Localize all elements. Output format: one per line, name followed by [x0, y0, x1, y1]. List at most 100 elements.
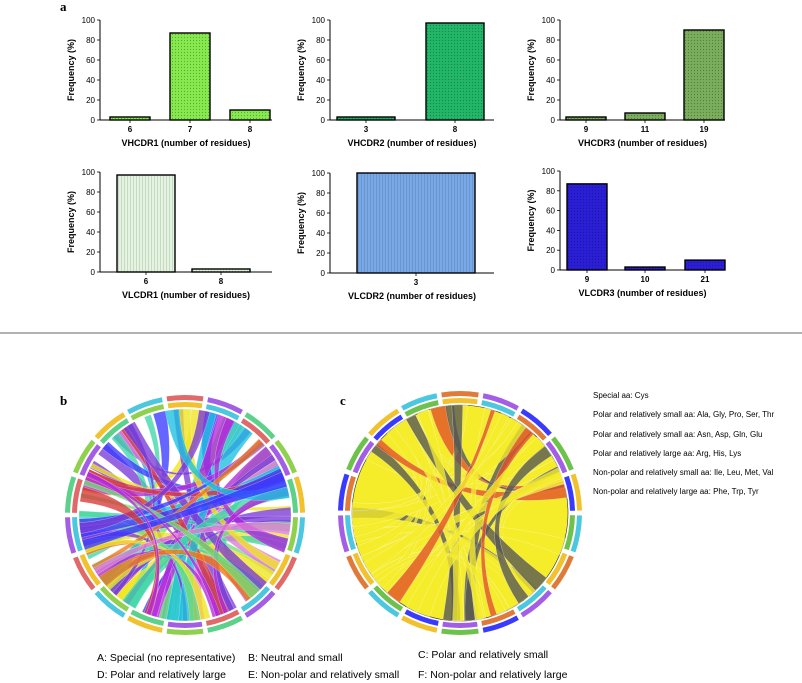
bar-texture [625, 267, 665, 270]
chord-ring-outer [441, 628, 479, 635]
y-tick-label: 80 [316, 189, 325, 198]
y-tick-label: 60 [546, 56, 555, 65]
bar-texture [170, 33, 210, 120]
chord-ring-outer [94, 412, 126, 440]
y-tick-label: 0 [551, 116, 556, 125]
chord-ring-inner [404, 400, 439, 417]
y-tick-label: 100 [312, 16, 326, 25]
y-tick-label: 20 [546, 96, 555, 105]
chart-vlcdr1: 0 20 40 60 80 100 6 8 VLCDR1 (number of residues… [66, 168, 272, 300]
chord-ring-inner [130, 609, 165, 626]
chord-ring-inner [167, 402, 203, 409]
x-tick-label: 3 [364, 125, 369, 134]
chord-ring-inner [269, 444, 291, 477]
chord-ring-inner [72, 478, 83, 513]
aa-legend-line: Polar and relatively small aa: Ala, Gly,… [593, 410, 774, 419]
chord-ring-outer [73, 556, 96, 591]
chord-ring-outer [207, 615, 243, 633]
chord-ribbon [85, 471, 160, 616]
y-tick-label: 0 [91, 268, 96, 277]
category-legend-line: A: Special (no representative) [97, 652, 235, 664]
chart-vhcdr2: 0 20 40 60 80 100 3 8 VHCDR2 (number of residues… [296, 16, 494, 148]
x-axis-title: VLCDR1 (number of residues) [122, 290, 250, 300]
y-axis-title: Frequency (%) [526, 39, 536, 101]
chord-ring-inner [287, 517, 298, 552]
chord-ring-outer [166, 628, 204, 635]
chord-ring-outer [244, 412, 276, 440]
chord-diagram-c [338, 390, 582, 635]
chord-ring-outer [127, 397, 163, 415]
chord-ring-outer [207, 397, 243, 415]
chord-ring-outer [482, 393, 519, 411]
chord-ring-outer [401, 615, 438, 633]
chord-ribbon [406, 436, 546, 613]
chord-ring-inner [99, 586, 130, 612]
chord-ribbon [81, 471, 288, 551]
chord-ribbon [394, 419, 485, 620]
chord-ring-outer [482, 615, 519, 633]
chord-ring-outer [570, 515, 582, 553]
y-tick-label: 80 [86, 36, 95, 45]
x-tick-label: 9 [584, 125, 589, 134]
bar-texture [192, 269, 250, 272]
chord-ring-inner [481, 400, 516, 417]
chord-ring-outer [551, 436, 574, 471]
bar-texture [685, 260, 725, 270]
y-tick-label: 80 [86, 188, 95, 197]
y-tick-label: 20 [316, 249, 325, 258]
chord-ring-inner [564, 475, 575, 511]
y-tick-label: 0 [91, 116, 96, 125]
chart-vhcdr3: 0 20 40 60 80 100 9 11 19 VHCDR3 (number of resid… [526, 16, 725, 148]
chord-ring-outer [551, 555, 574, 590]
chord-ring-outer [338, 515, 350, 553]
chord-ring-inner [545, 440, 568, 474]
x-tick-label: 6 [128, 125, 133, 134]
bar-texture [566, 117, 606, 120]
y-tick-label: 40 [86, 76, 95, 85]
y-axis-title: Frequency (%) [66, 191, 76, 253]
chord-ring-inner [79, 553, 101, 586]
bar-texture [357, 173, 475, 273]
x-axis-title: VHCDR1 (number of residues) [121, 138, 250, 148]
y-tick-label: 0 [321, 116, 326, 125]
chord-ring-outer [127, 615, 163, 633]
chord-ring-outer [65, 517, 77, 554]
bar-texture [684, 30, 724, 120]
y-axis-title: Frequency (%) [296, 192, 306, 254]
chord-ring-inner [205, 609, 240, 626]
chart-vlcdr3: 0 20 40 60 80 100 9 10 21 VLCDR3 (number of resid… [526, 167, 726, 298]
bar-texture [567, 183, 607, 270]
x-axis-title: VLCDR3 (number of residues) [578, 288, 706, 298]
category-legend-line: C: Polar and relatively small [418, 649, 548, 661]
aa-legend-line: Polar and relatively small aa: Asn, Asp,… [593, 430, 762, 439]
chord-ribbon [363, 413, 510, 575]
chord-ring-outer [65, 476, 77, 513]
y-tick-label: 80 [546, 187, 555, 196]
chord-ribbon [480, 427, 534, 617]
chord-ring-inner [564, 515, 575, 551]
chord-ring-outer [520, 408, 552, 437]
chord-ring-inner [72, 517, 83, 552]
y-tick-label: 40 [86, 228, 95, 237]
chord-ring-inner [516, 585, 547, 612]
x-tick-label: 10 [641, 275, 650, 284]
y-tick-label: 60 [316, 56, 325, 65]
chord-ring-inner [516, 414, 547, 441]
panel-label-b: b [60, 393, 67, 408]
y-tick-label: 100 [312, 169, 326, 178]
category-legend-line: D: Polar and relatively large [97, 669, 226, 681]
chord-ring-inner [287, 478, 298, 513]
chord-ring-inner [442, 398, 478, 405]
chord-ribbon [164, 408, 290, 501]
chord-ring-outer [293, 517, 305, 554]
x-tick-label: 11 [641, 125, 650, 134]
chord-ring-inner [345, 475, 356, 511]
y-tick-label: 20 [86, 96, 95, 105]
bar-texture [110, 117, 150, 120]
chord-ring-inner [442, 621, 478, 628]
bar-texture [117, 175, 175, 272]
chord-ring-inner [269, 553, 291, 586]
chord-ring-inner [373, 585, 404, 612]
chord-ring-inner [167, 621, 203, 628]
